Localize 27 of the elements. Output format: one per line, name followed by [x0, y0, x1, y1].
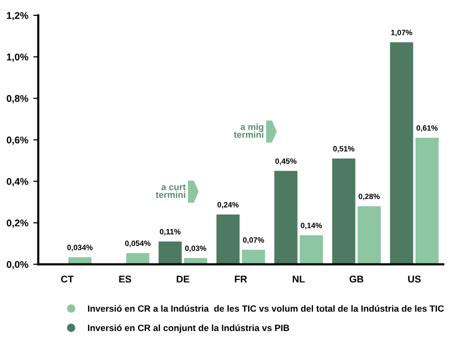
x-tick-label: US [408, 276, 421, 283]
bar [332, 158, 356, 264]
x-tick-label: ES [119, 276, 132, 283]
x-tick-label: GB [350, 276, 364, 283]
bar [358, 206, 381, 264]
y-tick-label: 0,0% [6, 261, 28, 270]
y-tick-label: 0,8% [6, 95, 28, 104]
bar [415, 138, 439, 264]
bar [158, 241, 182, 264]
bar [300, 235, 323, 264]
annotation: a mig termini [234, 123, 264, 138]
x-tick-label: NL [292, 276, 305, 282]
y-tick-label: 0,4% [6, 178, 28, 186]
legend-label: Inversió en CR a la Indústria de les TIC vs volum del total de la Indústria de les TIC [88, 305, 444, 312]
bar [216, 214, 240, 264]
legend-label: Inversió en CR al conjunt de la Indústria vs PIB [88, 324, 290, 333]
x-tick-label: CT [61, 276, 74, 283]
bar [274, 170, 298, 264]
x-tick-label: FR [234, 276, 248, 282]
y-tick-label: 1,2% [6, 12, 28, 20]
y-tick-label: 0,6% [6, 136, 28, 145]
y-tick-label: 0,2% [6, 220, 28, 228]
bar [390, 42, 414, 264]
annotation: a curt termini [156, 184, 186, 198]
y-tick-label: 1,0% [6, 54, 28, 62]
x-tick-label: DE [176, 276, 190, 282]
bar [126, 253, 150, 264]
